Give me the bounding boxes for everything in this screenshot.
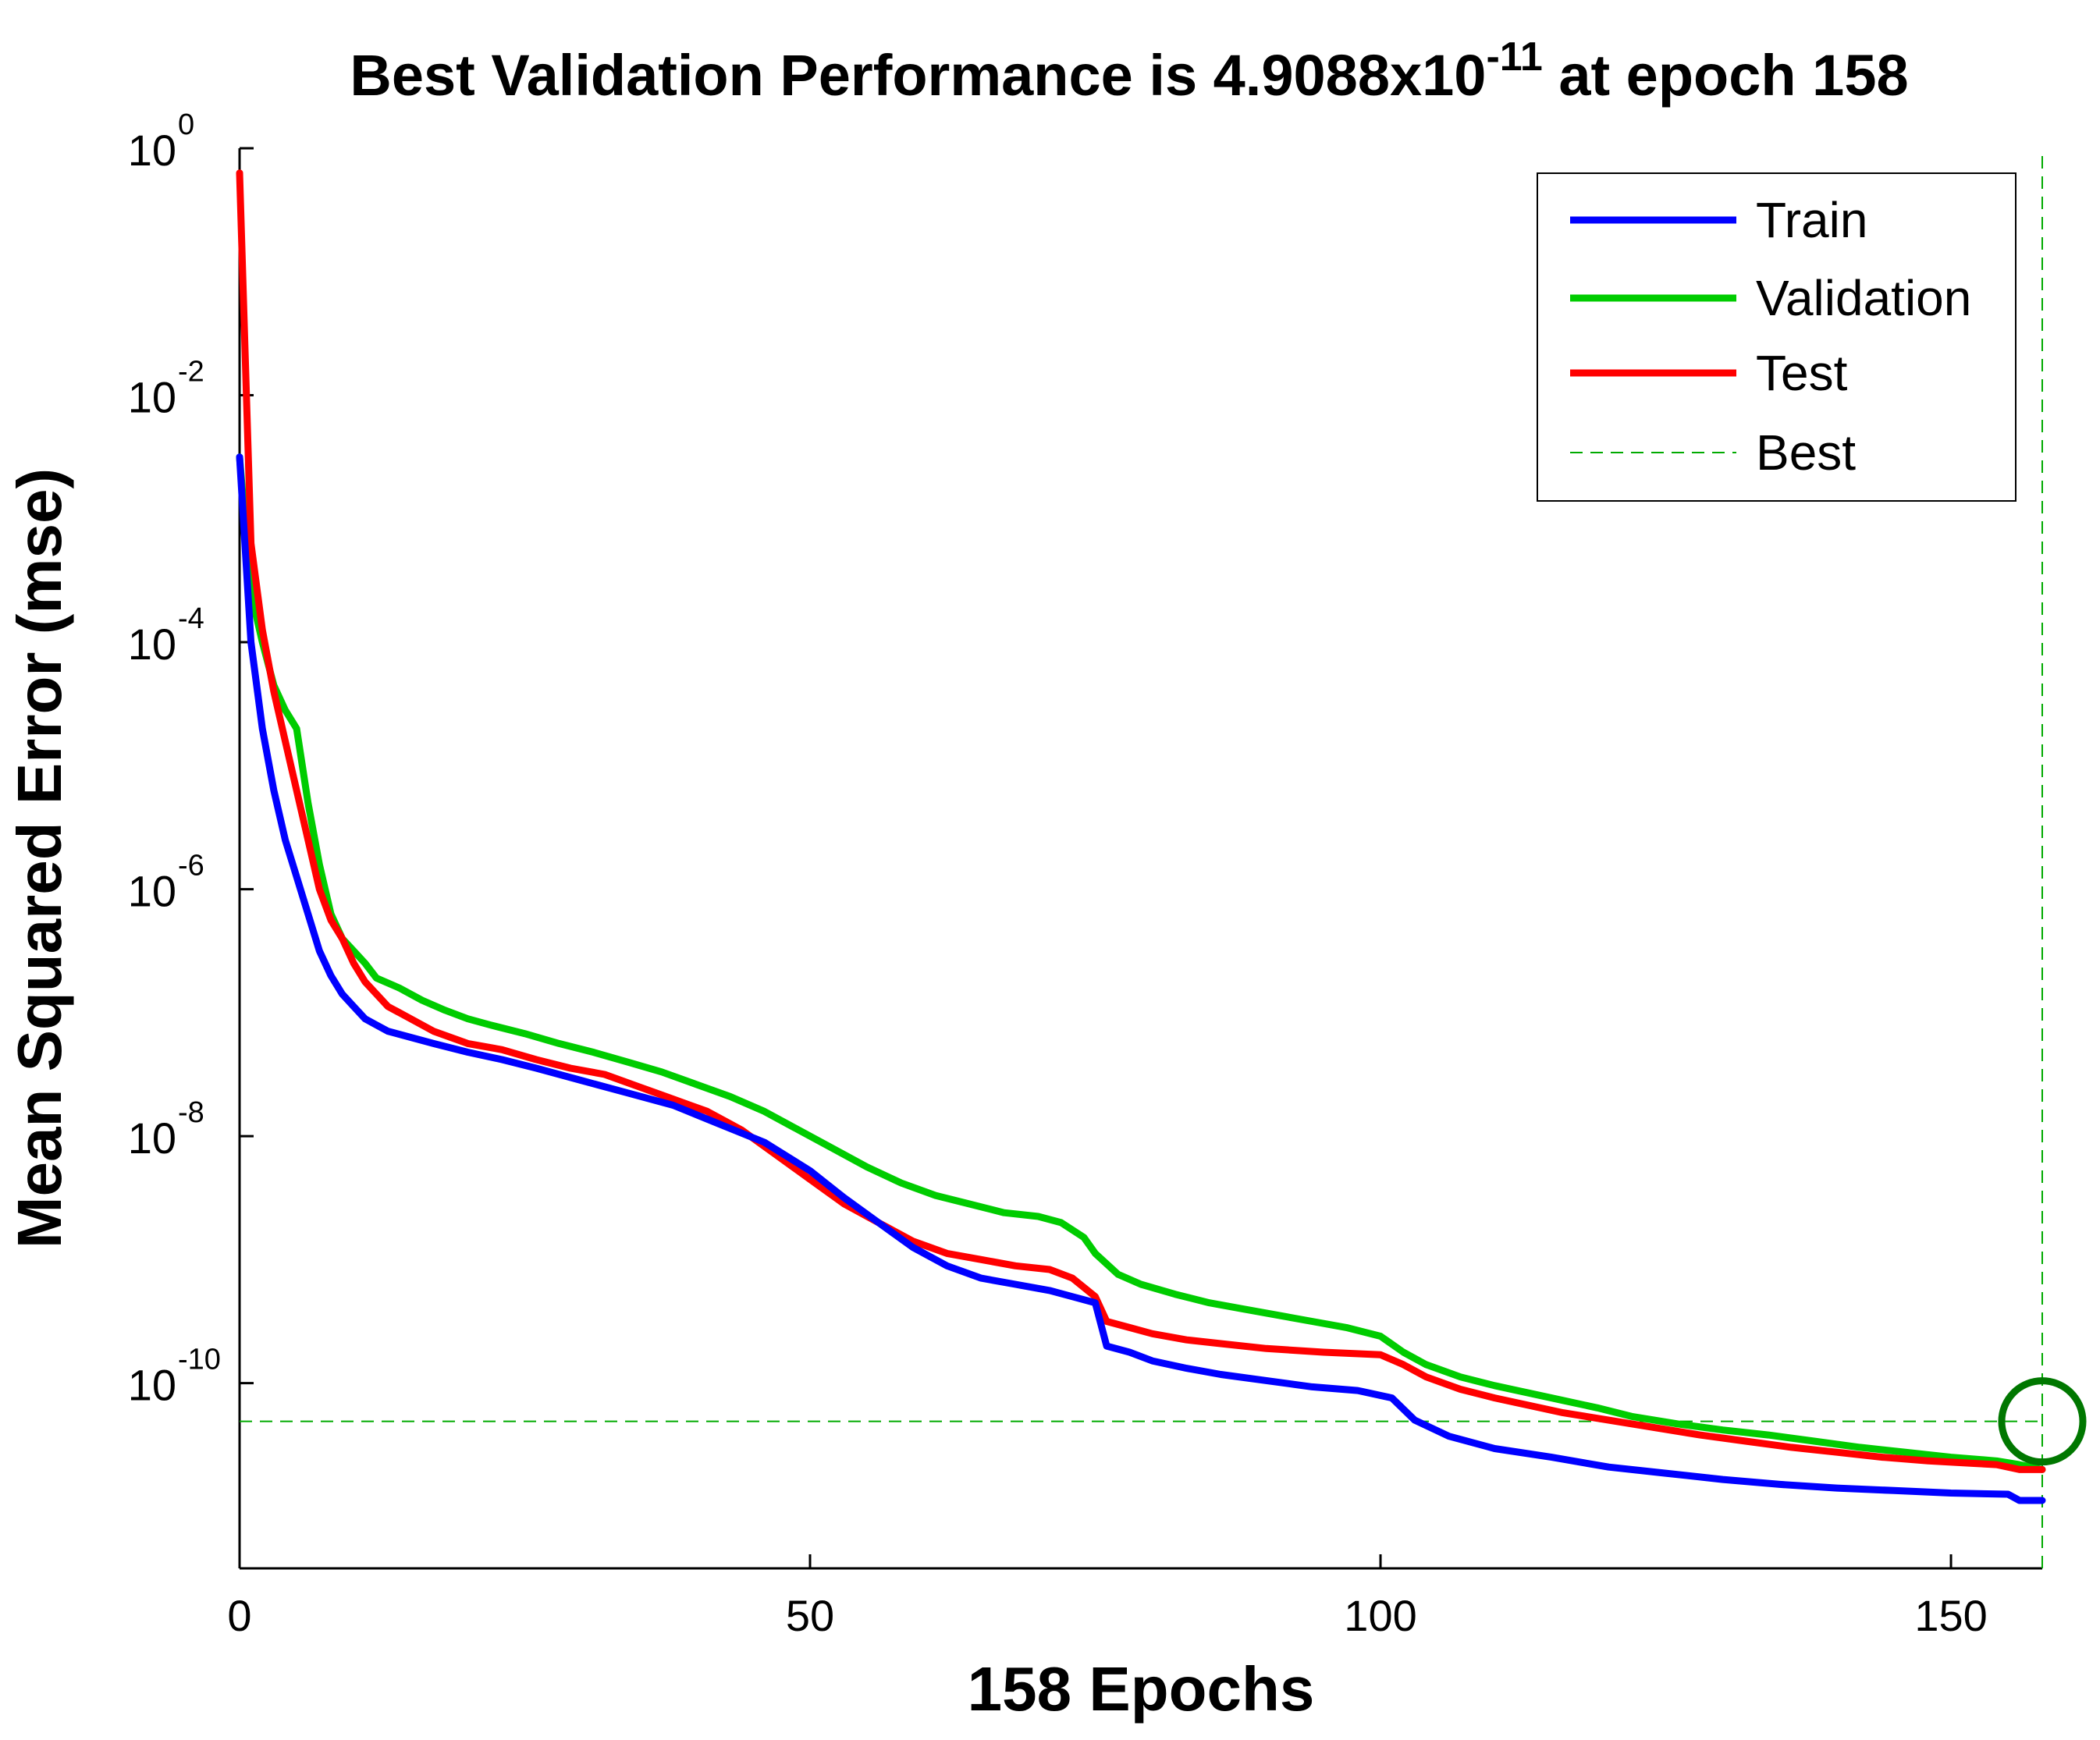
best-point-circle [1998, 1377, 2087, 1466]
y-tick-exponent: -6 [178, 850, 204, 882]
y-tick-exponent: -8 [178, 1096, 204, 1129]
chart-title-prefix: Best Validation Performance is 4.9088x10 [350, 43, 1486, 108]
best-point-marker [1998, 1377, 2087, 1466]
data-series [236, 169, 2046, 1504]
legend-label-best: Best [1756, 424, 1856, 481]
legend-box [1537, 172, 2016, 502]
chart-title: Best Validation Performance is 4.9088x10… [350, 34, 1908, 108]
y-tick-label: 10 [128, 1113, 176, 1163]
legend-label-test: Test [1756, 345, 1848, 401]
x-tick-label: 100 [1344, 1591, 1416, 1640]
x-tick-label: 0 [227, 1591, 251, 1640]
y-tick-label: 10 [128, 867, 176, 916]
y-tick-exponent: -2 [178, 356, 204, 389]
y-axis-label: Mean Squared Error (mse) [5, 468, 74, 1248]
y-tick-label: 10 [128, 1361, 176, 1410]
y-tick-label: 10 [128, 373, 176, 422]
chart-title-exponent: -11 [1486, 34, 1542, 80]
y-tick-exponent: -10 [178, 1344, 221, 1376]
x-axis-label: 158 Epochs [968, 1654, 1315, 1724]
y-tick-exponent: 0 [178, 108, 194, 141]
x-tick-label: 50 [786, 1591, 834, 1640]
legend: Train Validation Test Best [1537, 172, 2016, 502]
x-tick-label: 150 [1914, 1591, 1987, 1640]
series-line-test [236, 169, 2046, 1473]
legend-label-train: Train [1756, 192, 1867, 248]
best-marker-lines [240, 156, 2043, 1568]
series-line-train [236, 453, 2046, 1504]
legend-label-validation: Validation [1756, 270, 1971, 326]
y-tick-label: 10 [128, 620, 176, 669]
series-line-validation [236, 453, 2046, 1473]
y-tick-label: 10 [128, 126, 176, 175]
y-tick-exponent: -4 [178, 602, 204, 635]
chart-title-suffix: at epoch 158 [1543, 43, 1909, 108]
